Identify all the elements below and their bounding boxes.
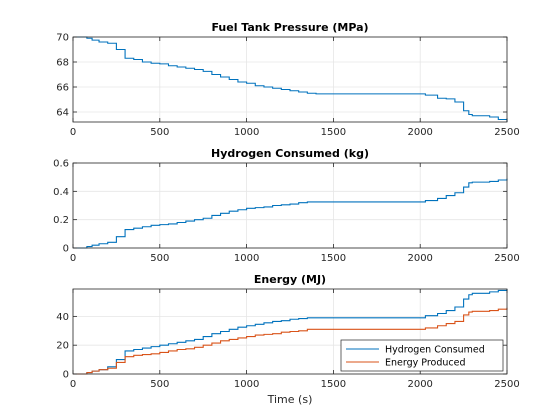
x-tick-label: 0 (70, 127, 76, 138)
legend-label: Energy Produced (385, 358, 466, 369)
chart-title: Hydrogen Consumed (kg) (211, 147, 369, 160)
y-tick-label: 40 (56, 312, 69, 323)
y-tick-label: 0.4 (53, 187, 69, 198)
x-tick-label: 2000 (407, 253, 432, 264)
subplot-2: 0 500 1000 1500 2000 2500 0 0.2 0.4 0.6 Hydrogen C… (53, 147, 520, 264)
x-axis-label: Time (s) (267, 393, 313, 406)
x-tick-label: 2500 (494, 379, 519, 390)
x-tick-label: 1500 (321, 127, 346, 138)
x-tick-label: 2500 (494, 253, 519, 264)
axes-frame (72, 36, 508, 123)
legend: Hydrogen Consumed Energy Produced (340, 339, 504, 372)
series-line (73, 178, 508, 249)
x-tick-label: 500 (150, 379, 169, 390)
y-tick-label: 66 (56, 83, 69, 94)
axes-frame (72, 162, 508, 249)
legend-label: Hydrogen Consumed (385, 345, 485, 356)
subplot-1: 0 500 1000 1500 2000 2500 64 66 68 70 Fuel Tank Pr… (56, 21, 519, 138)
y-tick-label: 64 (56, 108, 69, 119)
x-tick-label: 2000 (407, 127, 432, 138)
series-line-hydrogen-consumed (73, 289, 508, 375)
axes-frame (72, 288, 508, 375)
y-tick-label: 0.6 (53, 159, 69, 170)
y-tick-label: 68 (56, 58, 69, 69)
y-tick-label: 70 (56, 33, 69, 44)
x-tick-label: 1500 (321, 379, 346, 390)
y-tick-label: 0 (63, 370, 69, 381)
x-tick-label: 500 (150, 253, 169, 264)
x-tick-label: 2000 (407, 379, 432, 390)
x-tick-label: 1000 (234, 127, 259, 138)
legend-box (340, 339, 504, 372)
plot-area (73, 37, 507, 122)
x-tick-label: 1000 (234, 253, 259, 264)
x-tick-label: 0 (70, 253, 76, 264)
chart-title: Fuel Tank Pressure (MPa) (211, 21, 368, 34)
x-tick-label: 1000 (234, 379, 259, 390)
x-tick-label: 1500 (321, 253, 346, 264)
x-tick-label: 2500 (494, 127, 519, 138)
subplot-3: 0 500 1000 1500 2000 2500 0 20 40 Energy (MJ) Time… (56, 273, 519, 406)
series-line (73, 36, 508, 122)
y-tick-label: 0 (63, 244, 69, 255)
x-tick-label: 500 (150, 127, 169, 138)
series-line-energy-produced (73, 307, 508, 375)
x-tick-label: 0 (70, 379, 76, 390)
y-tick-label: 20 (56, 341, 69, 352)
chart-title: Energy (MJ) (254, 273, 326, 286)
y-tick-label: 0.2 (53, 215, 69, 226)
plot-area (73, 163, 507, 248)
